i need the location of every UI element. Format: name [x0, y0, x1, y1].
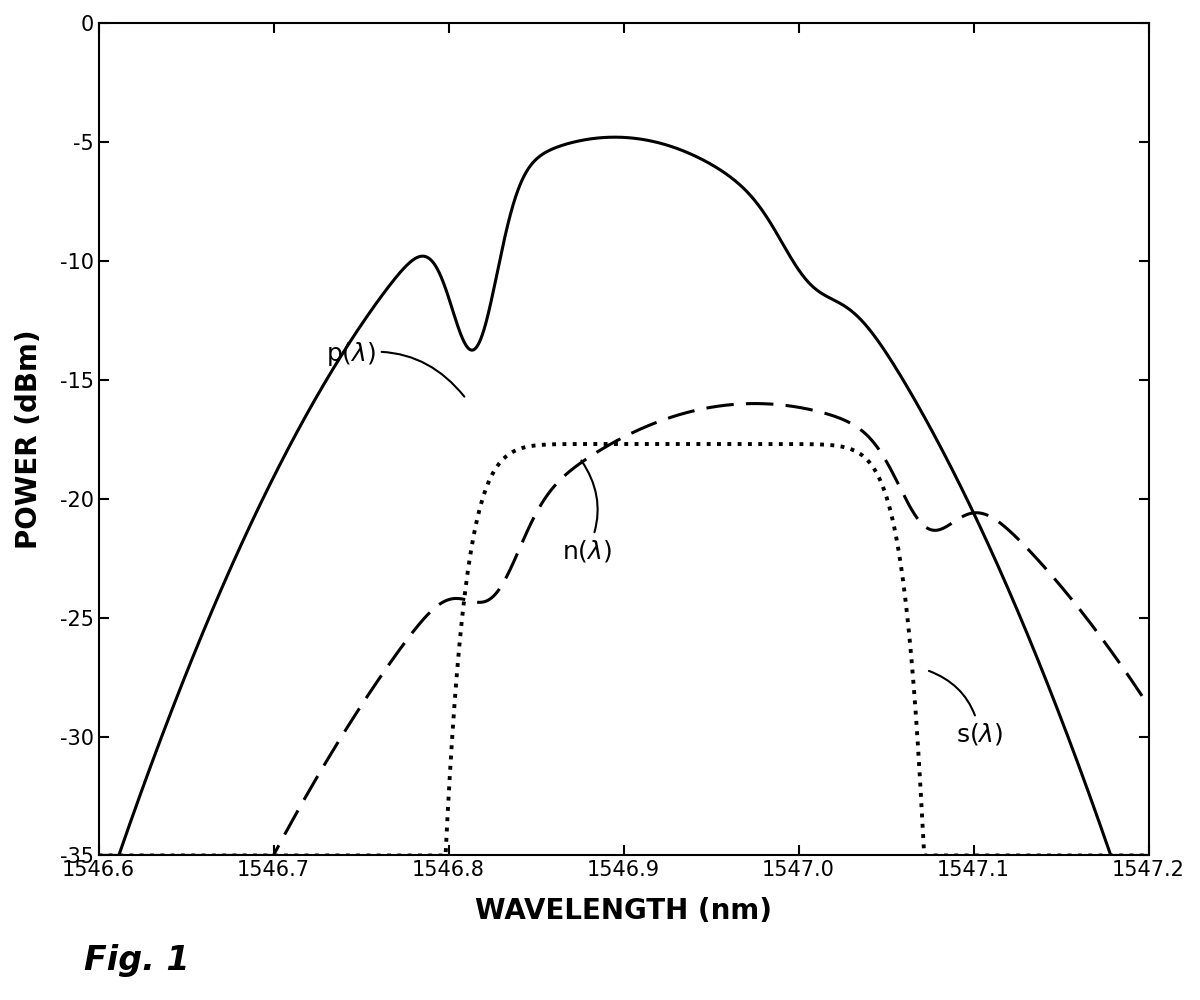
X-axis label: WAVELENGTH (nm): WAVELENGTH (nm) — [475, 897, 772, 925]
Text: Fig. 1: Fig. 1 — [84, 944, 190, 977]
Text: p($\lambda$): p($\lambda$) — [326, 340, 464, 397]
Text: n($\lambda$): n($\lambda$) — [563, 461, 612, 564]
Text: s($\lambda$): s($\lambda$) — [929, 671, 1003, 747]
Y-axis label: POWER (dBm): POWER (dBm) — [14, 329, 43, 549]
